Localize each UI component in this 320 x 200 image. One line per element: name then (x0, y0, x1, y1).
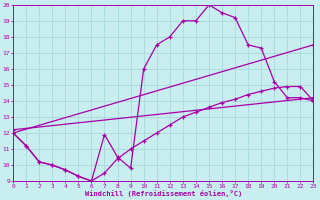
X-axis label: Windchill (Refroidissement éolien,°C): Windchill (Refroidissement éolien,°C) (84, 190, 242, 197)
